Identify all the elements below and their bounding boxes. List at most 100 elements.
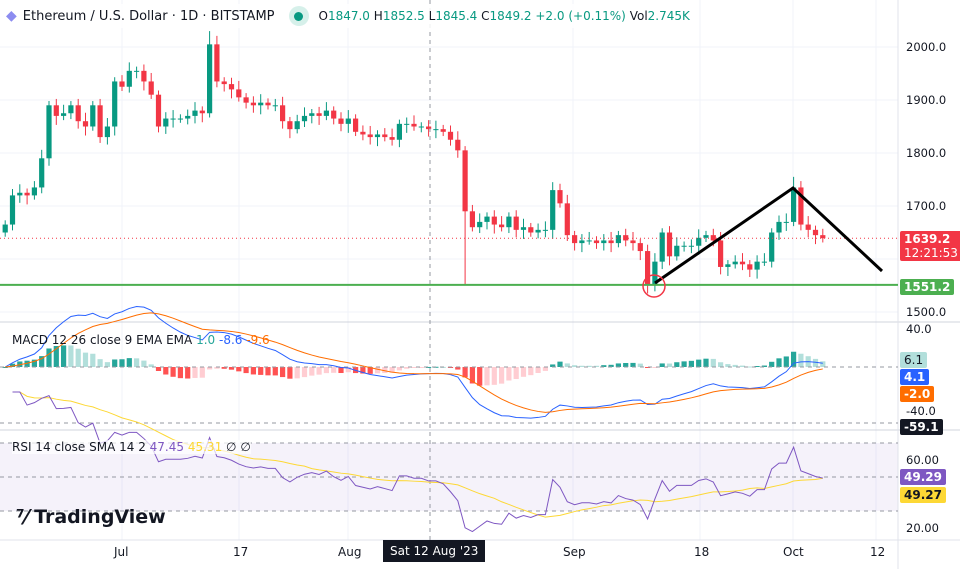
- macd-histogram-bar: [674, 362, 680, 367]
- macd-histogram-bar: [309, 367, 315, 376]
- macd-histogram-bar: [593, 365, 600, 367]
- candle-body: [148, 81, 154, 95]
- candle-body: [484, 216, 490, 222]
- trend-line-drawing: [654, 186, 884, 285]
- circle-drawing: [642, 274, 666, 298]
- macd-histogram-bar: [506, 367, 512, 381]
- macd-histogram-bar: [367, 367, 373, 374]
- candle-body: [659, 232, 665, 262]
- macd-histogram-bar: [75, 348, 81, 367]
- ethereum-icon: ◆: [6, 8, 17, 24]
- macd-histogram-bar: [2, 367, 8, 368]
- tradingview-logo[interactable]: ⁷⁄ TradingView: [16, 505, 166, 529]
- macd-histogram-bar: [68, 345, 74, 367]
- candle-body: [812, 229, 819, 236]
- macd-histogram-bar: [250, 367, 256, 375]
- candle-body: [75, 105, 81, 122]
- candle-body: [345, 118, 351, 124]
- candle-body: [287, 121, 293, 130]
- candle-body: [382, 134, 388, 138]
- macd-histogram-bar: [535, 367, 541, 373]
- macd-histogram-bar: [170, 367, 176, 377]
- candle-body: [615, 235, 621, 244]
- candle-body: [447, 131, 454, 140]
- macd-histogram-bar: [812, 358, 819, 367]
- candle-body: [725, 264, 731, 267]
- candle-body: [674, 245, 680, 257]
- candle-body: [769, 232, 775, 262]
- candle-body: [272, 105, 278, 107]
- market-status-icon[interactable]: [288, 6, 309, 26]
- macd-histogram-bar: [732, 364, 738, 367]
- rsi-tick: 20.00: [906, 521, 939, 535]
- macd-histogram-bar: [287, 367, 293, 379]
- macd-histogram-bar: [331, 367, 337, 373]
- candle-body: [491, 216, 497, 225]
- candle-body: [637, 243, 643, 252]
- candle-body: [433, 129, 439, 131]
- candle-body: [411, 123, 417, 127]
- macd-histogram-bar: [126, 358, 132, 367]
- candle-body: [258, 102, 264, 106]
- candle-body: [82, 121, 89, 127]
- macd-histogram-bar: [24, 360, 30, 367]
- rsi-tick: 60.00: [906, 453, 939, 467]
- candle-body: [31, 187, 37, 196]
- candle-body: [732, 261, 738, 265]
- candle-body: [163, 118, 169, 127]
- candle-body: [192, 110, 198, 116]
- candle-body: [104, 126, 110, 138]
- candle-body: [2, 224, 8, 233]
- candle-body: [798, 187, 804, 225]
- candle-body: [783, 221, 789, 223]
- symbol-title[interactable]: Ethereum / U.S. Dollar · 1D · BITSTAMP: [22, 8, 275, 24]
- macd-histogram-bar: [791, 351, 797, 367]
- macd-histogram-bar: [243, 367, 249, 374]
- time-tick: Jul: [114, 545, 129, 559]
- candle-body: [367, 134, 373, 138]
- macd-histogram-bar: [104, 362, 110, 367]
- macd-histogram-bar: [666, 363, 673, 367]
- macd-histogram-bar: [134, 358, 140, 367]
- macd-histogram-bar: [185, 367, 191, 379]
- macd-histogram-bar: [608, 364, 614, 367]
- macd-histogram-bar: [316, 367, 322, 375]
- last-price-tag: 1639.2 12:21:53: [900, 231, 960, 261]
- macd-histogram-bar: [374, 367, 381, 374]
- hline-price-tag: 1551.2: [900, 279, 955, 295]
- price-tick: 1800.0: [906, 146, 947, 160]
- macd-histogram-bar: [411, 367, 417, 368]
- candle-body: [718, 240, 724, 267]
- candle-body: [542, 229, 548, 231]
- candle-body: [46, 105, 52, 159]
- candle-body: [301, 115, 308, 122]
- macd-histogram-bar: [601, 365, 607, 367]
- candle-body: [593, 240, 600, 244]
- macd-histogram-bar: [703, 358, 709, 367]
- time-tick: 18: [694, 545, 710, 559]
- candle-body: [601, 240, 607, 244]
- macd-histogram-bar: [769, 361, 775, 367]
- candle-body: [455, 139, 461, 151]
- rsi-legend: RSI 14 close SMA 14 2 47.45 45.31 ∅ ∅: [12, 440, 251, 454]
- macd-histogram-bar: [31, 359, 37, 367]
- macd-histogram-bar: [652, 367, 658, 368]
- candle-body: [90, 105, 96, 127]
- candle-body: [280, 105, 286, 122]
- time-tick: 17: [233, 545, 249, 559]
- candle-body: [776, 221, 782, 233]
- macd-histogram-bar: [360, 367, 366, 374]
- macd-histogram-bar: [783, 356, 789, 367]
- candle-body: [462, 150, 468, 212]
- macd-histogram-bar: [776, 358, 782, 367]
- candle-body: [652, 261, 658, 286]
- price-tick: 1900.0: [906, 93, 947, 107]
- macd-histogram-bar: [469, 367, 475, 384]
- macd-histogram-bar: [696, 359, 702, 367]
- candle-body: [353, 118, 359, 132]
- candle-body: [134, 70, 140, 72]
- macd-histogram-bar: [579, 365, 585, 367]
- macd-histogram-bar: [90, 353, 96, 367]
